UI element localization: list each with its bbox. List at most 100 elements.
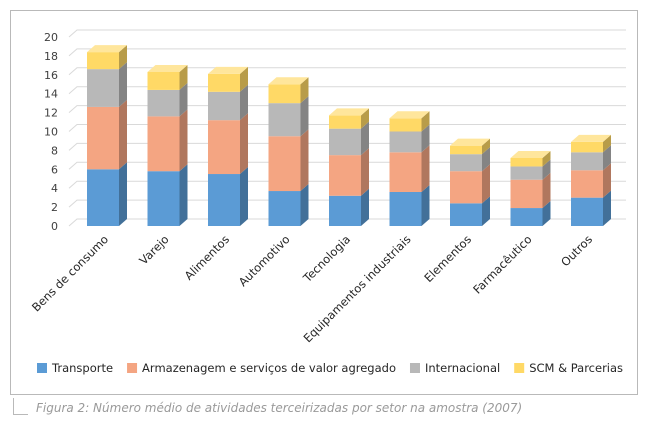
legend-swatch — [37, 363, 47, 373]
bar-segment — [389, 131, 422, 153]
bar-top — [571, 134, 611, 142]
bar-segment-side — [300, 184, 309, 226]
gridline — [68, 48, 626, 57]
gridline — [68, 161, 626, 170]
bar-segment — [329, 115, 361, 129]
bar-segment — [571, 170, 603, 198]
bar-segment-side — [300, 77, 309, 104]
bar-segment-side — [179, 164, 188, 226]
bar-segment — [147, 116, 180, 172]
category-label: Equipamentos industriais — [301, 232, 414, 345]
bar-segment — [87, 52, 119, 70]
bar-segment-side — [421, 124, 430, 153]
bar-top — [329, 108, 369, 116]
y-tick-label: 14 — [44, 88, 58, 101]
gridline — [68, 86, 626, 95]
gridline — [68, 29, 626, 38]
legend-swatch — [127, 363, 138, 373]
bar-segment-side — [603, 145, 611, 171]
y-tick-label: 6 — [51, 163, 58, 176]
bar-segment — [87, 69, 119, 107]
bar-segment — [510, 166, 543, 180]
gridline — [68, 105, 626, 113]
bar-top — [87, 45, 127, 53]
bar-segment-side — [542, 150, 551, 167]
gridline — [68, 180, 626, 189]
gridline — [68, 67, 626, 76]
y-tick-label: 16 — [44, 69, 58, 82]
bar-segment-side — [421, 111, 430, 132]
bar-segment-side — [119, 62, 127, 107]
bar-segment — [208, 174, 240, 226]
bar-segment — [208, 73, 240, 92]
legend-swatch — [514, 363, 525, 373]
bar-segment — [208, 120, 240, 175]
gridline — [68, 218, 626, 227]
bar-segment-side — [542, 159, 551, 180]
bar-segment-side — [361, 148, 369, 196]
bar-segment-side — [421, 184, 430, 226]
category-label: Farmacêutico — [470, 232, 534, 296]
category-label: Alimentos — [182, 232, 232, 282]
bar-segment — [510, 208, 543, 226]
category-label: Elementos — [421, 232, 474, 285]
bar-segment — [571, 197, 603, 226]
category-label: Varejo — [136, 232, 171, 267]
bar-segment-side — [179, 64, 188, 90]
bar-top — [389, 111, 430, 119]
legend-label: SCM & Parcerias — [529, 361, 623, 375]
bar-segment-side — [179, 82, 188, 117]
y-tick-label: 18 — [44, 50, 58, 63]
bar-segment-side — [421, 145, 430, 192]
bar-segment — [329, 155, 361, 196]
bar-segment — [268, 84, 301, 104]
legend-label: Armazenagem e serviços de valor agregado — [142, 361, 396, 375]
bar-segment-side — [603, 190, 611, 226]
category-labels: Bens de consumo Varejo Alimentos Automotivo… — [29, 232, 595, 345]
stacked-bar-chart: 0 2 4 6 8 10 12 14 16 18 20 Bens de consumo Varejo A… — [29, 29, 626, 375]
bar-segment-side — [119, 162, 127, 226]
category-label: Tecnologia — [300, 232, 353, 285]
bar-segment — [510, 157, 543, 167]
y-axis-ticks: 0 2 4 6 8 10 12 14 16 18 20 — [44, 31, 58, 233]
bar-segment-side — [179, 109, 188, 172]
category-label: Outros — [558, 232, 595, 269]
bar-segment-side — [119, 45, 127, 70]
bar-segment — [571, 141, 603, 153]
bar-top — [208, 66, 248, 74]
bar-top — [147, 64, 188, 72]
figure-caption: Figura 2: Número médio de atividades ter… — [36, 401, 523, 415]
bar-segment-side — [603, 163, 611, 198]
bar-top — [450, 138, 490, 146]
bar-segment — [268, 191, 301, 226]
bar-segment-side — [542, 172, 551, 209]
bar-segment-side — [482, 138, 490, 155]
y-tick-label: 20 — [44, 31, 58, 44]
bar-segment-side — [482, 164, 490, 204]
bar-segment — [450, 171, 482, 204]
bar-segment — [147, 171, 180, 226]
legend: Transporte Armazenagem e serviços de valo… — [37, 361, 623, 375]
bar-top — [510, 150, 551, 158]
bar-segment-side — [300, 129, 309, 192]
bar-segment — [389, 118, 422, 132]
y-tick-label: 10 — [44, 126, 58, 139]
chart-frame: 0 2 4 6 8 10 12 14 16 18 20 Bens de consumo Varejo A… — [10, 10, 638, 395]
bar-segment-side — [482, 196, 490, 226]
bar-segment — [389, 191, 422, 226]
bar-segment-side — [240, 113, 248, 175]
bar-top — [268, 77, 309, 85]
bar-segment-side — [119, 99, 127, 170]
bar-segment-side — [240, 167, 248, 226]
legend-swatch — [409, 363, 420, 373]
bar-segment-side — [603, 134, 611, 153]
bar-segment — [147, 89, 180, 117]
bar-segment-side — [240, 66, 248, 92]
bar-segment — [268, 136, 301, 192]
bar-segment — [268, 103, 301, 137]
bar-segment — [510, 179, 543, 209]
bar-segment — [147, 71, 180, 90]
bars — [87, 45, 611, 226]
bar-segment — [329, 195, 361, 226]
gridline — [68, 199, 626, 208]
